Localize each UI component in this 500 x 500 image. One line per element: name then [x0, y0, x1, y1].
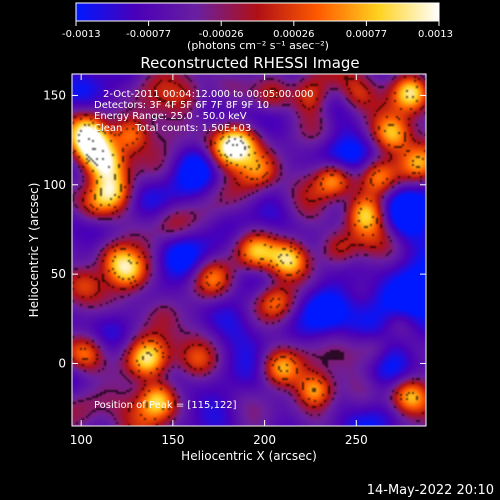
colorbar-ticks: -0.0013 -0.00077 -0.00026 0.00026 0.00077 0.0…: [62, 21, 453, 40]
y-tick-label: 150: [43, 88, 66, 102]
heatmap-image: [72, 74, 426, 426]
x-axis-ticks: 100 150 200 250: [70, 74, 368, 447]
y-axis-ticks: 0 50 100 150: [43, 88, 426, 370]
colorbar-tick-label: -0.00026: [199, 29, 244, 40]
colorbar-units-label: (photons cm⁻² s⁻¹ asec⁻²): [187, 39, 329, 52]
annotation-detectors: Detectors: 3F 4F 5F 6F 7F 8F 9F 10: [94, 100, 269, 111]
colorbar-tick-label: -0.00077: [126, 29, 171, 40]
x-axis-label: Heliocentric X (arcsec): [181, 449, 317, 463]
y-tick-label: 100: [43, 178, 66, 192]
colorbar-tick-label: -0.0013: [62, 29, 101, 40]
colorbar: -0.0013 -0.00077 -0.00026 0.00026 0.00077 0.0…: [62, 2, 453, 52]
annotation-time-range: 2-Oct-2011 00:04:12.000 to 00:05:00.000: [103, 89, 314, 100]
chart-title: Reconstructed RHESSI Image: [140, 54, 359, 72]
y-tick-label: 0: [58, 356, 66, 370]
x-tick-label: 100: [70, 433, 93, 447]
plot-frame: [71, 73, 427, 427]
annotation-peak-position: Position of Peak = [115,122]: [94, 400, 237, 411]
plot-area: 100 150 200 250 0 50 100 150 2-Oct-2011 00:04:…: [43, 73, 427, 447]
colorbar-tick-label: 0.0013: [418, 29, 453, 40]
x-tick-label: 150: [161, 433, 184, 447]
annotation-clean-counts: Clean Total counts: 1.50E+03: [94, 123, 251, 134]
colorbar-fill: [76, 3, 439, 21]
colorbar-tick-label: 0.00026: [273, 29, 314, 40]
y-tick-label: 50: [51, 267, 66, 281]
colorbar-tick-label: 0.00077: [346, 29, 387, 40]
footer-timestamp: 14-May-2022 20:10: [367, 483, 494, 498]
x-tick-label: 200: [253, 433, 276, 447]
annotation-energy-range: Energy Range: 25.0 - 50.0 keV: [94, 111, 247, 122]
y-axis-label: Heliocentric Y (arcsec): [27, 183, 41, 318]
colorbar-frame: [75, 2, 440, 22]
x-tick-label: 250: [345, 433, 368, 447]
